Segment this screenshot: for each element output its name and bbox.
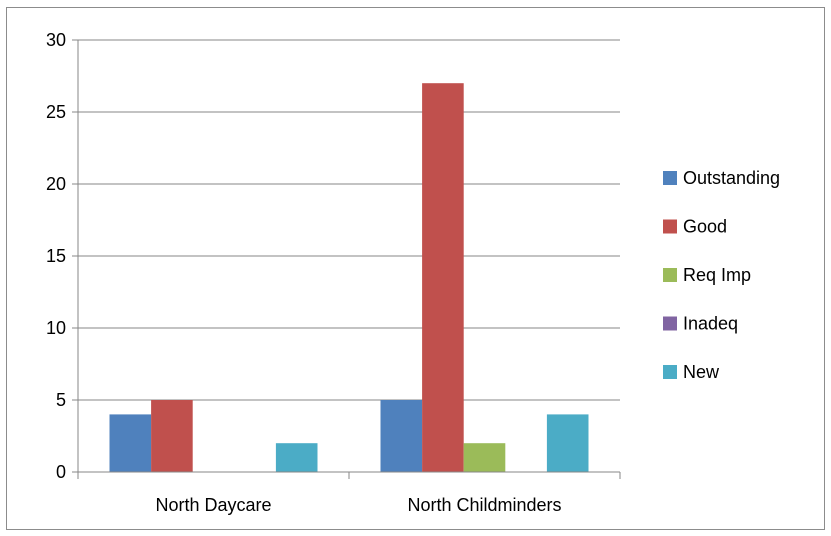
axes: [72, 39, 621, 479]
bar-outstanding-1: [380, 400, 423, 472]
gridlines: [78, 39, 620, 401]
x-tick-label: North Daycare: [155, 495, 271, 515]
bar-good-1: [422, 83, 464, 472]
legend-label: Good: [683, 217, 727, 237]
y-tick-label: 10: [46, 318, 66, 338]
legend-swatch: [663, 316, 677, 331]
legend-label: New: [683, 362, 720, 382]
y-tick-label: 5: [56, 390, 66, 410]
legend-swatch: [663, 219, 677, 234]
y-tick-label: 30: [46, 30, 66, 50]
x-tick-labels: North Daycare North Childminders: [155, 495, 561, 515]
bar-outstanding-0: [109, 414, 152, 472]
y-tick-label: 15: [46, 246, 66, 266]
legend-swatch: [663, 365, 677, 379]
bar-new-1: [546, 414, 589, 472]
y-tick-label: 20: [46, 174, 66, 194]
x-tick-label: North Childminders: [407, 495, 561, 515]
bars: [109, 83, 589, 472]
bar-req-imp-1: [463, 443, 506, 472]
y-tick-label: 0: [56, 462, 66, 482]
legend-label: Outstanding: [683, 168, 780, 188]
legend: Outstanding Good Req Imp Inadeq New: [663, 168, 780, 382]
legend-label: Req Imp: [683, 265, 751, 285]
y-tick-label: 25: [46, 102, 66, 122]
legend-label: Inadeq: [683, 314, 738, 334]
bar-new-0: [275, 443, 318, 472]
y-tick-labels: 0 5 10 15 20 25 30: [46, 30, 66, 482]
legend-swatch: [663, 268, 677, 282]
bar-good-0: [151, 400, 193, 472]
legend-swatch: [663, 171, 677, 185]
